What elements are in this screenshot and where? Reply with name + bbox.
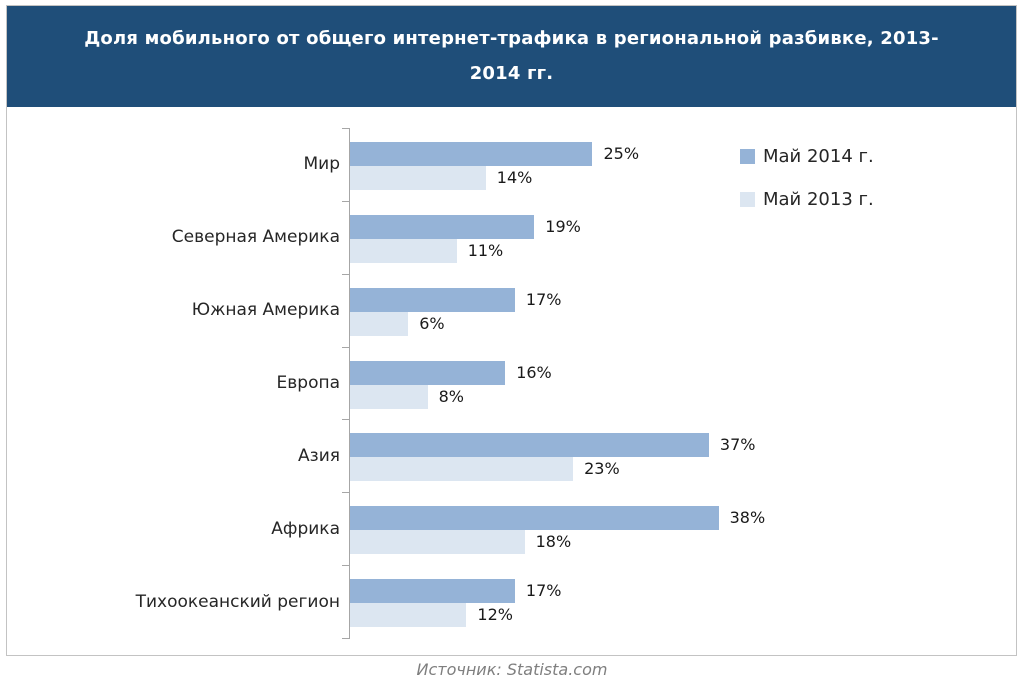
bar-may-2014	[350, 214, 534, 239]
value-label: 11%	[467, 240, 504, 260]
chart-title-line2: 2014 гг.	[469, 63, 554, 84]
bar-may-2013	[350, 457, 573, 482]
legend-item-may-2014: Май 2014 г.	[740, 145, 874, 167]
bar-may-2013	[350, 311, 408, 336]
axis-tick	[342, 128, 349, 129]
chart-title-line1: Доля мобильного от общего интернет-трафи…	[84, 28, 939, 49]
value-label: 12%	[477, 605, 513, 625]
bar-may-2014	[350, 579, 515, 604]
value-label: 8%	[438, 386, 464, 406]
category-row: Южная Америка 17% 6%	[7, 274, 1016, 347]
value-label: 16%	[516, 362, 552, 382]
chart-body: Мир 25% 14% Северная Америка 19% 11% Южная Аме…	[7, 107, 1016, 655]
category-label: Тихоокеанский регион	[135, 591, 340, 612]
category-axis-line	[349, 128, 350, 639]
chart-title-bar: Доля мобильного от общего интернет-трафи…	[7, 6, 1016, 107]
value-label: 19%	[545, 216, 581, 236]
axis-tick	[342, 638, 349, 639]
category-row: Тихоокеанский регион 17% 12%	[7, 565, 1016, 638]
value-label: 38%	[729, 508, 766, 528]
value-label: 25%	[603, 144, 640, 163]
category-row: Африка 38% 18%	[7, 492, 1016, 565]
figure-panel: Доля мобильного от общего интернет-трафи…	[6, 5, 1017, 656]
bar-may-2013	[350, 384, 428, 409]
legend-swatch-may-2014-icon	[740, 148, 755, 164]
legend-swatch-may-2013-icon	[740, 191, 755, 207]
source-caption: Источник: Statista.com	[416, 660, 608, 679]
value-label: 17%	[525, 289, 562, 309]
bar-may-2013	[350, 603, 466, 628]
axis-tick	[342, 492, 349, 493]
bar-may-2014	[350, 142, 592, 166]
category-label: Мир	[303, 154, 340, 175]
axis-tick	[342, 565, 349, 566]
value-label: 23%	[584, 459, 620, 479]
bar-may-2014	[350, 360, 505, 385]
category-label: Африка	[271, 518, 340, 539]
value-label: 18%	[535, 532, 572, 552]
bar-may-2014	[350, 433, 709, 458]
category-row: Мир 25% 14%	[7, 128, 1016, 201]
bar-may-2014	[350, 287, 515, 312]
legend-label-may-2013: Май 2013 г.	[763, 188, 874, 210]
category-label: Европа	[276, 372, 340, 393]
value-label: 14%	[496, 168, 533, 187]
value-label: 37%	[719, 435, 756, 455]
value-label: 17%	[525, 581, 562, 601]
category-label: Азия	[298, 445, 340, 466]
bar-may-2013	[350, 166, 486, 190]
bar-may-2014	[350, 506, 719, 531]
axis-tick	[342, 274, 349, 275]
bar-may-2013	[350, 530, 525, 555]
category-row: Азия 37% 23%	[7, 419, 1016, 492]
axis-tick	[342, 419, 349, 420]
bar-may-2013	[350, 238, 457, 263]
legend-item-may-2013: Май 2013 г.	[740, 188, 874, 210]
category-label: Северная Америка	[171, 227, 340, 248]
category-label: Южная Америка	[191, 300, 340, 321]
axis-tick	[342, 347, 349, 348]
legend-label-may-2014: Май 2014 г.	[763, 145, 874, 167]
category-row: Европа 16% 8%	[7, 347, 1016, 420]
value-label: 6%	[419, 313, 445, 333]
category-row: Северная Америка 19% 11%	[7, 201, 1016, 274]
legend: Май 2014 г. Май 2013 г.	[740, 107, 980, 237]
axis-tick	[342, 201, 349, 202]
